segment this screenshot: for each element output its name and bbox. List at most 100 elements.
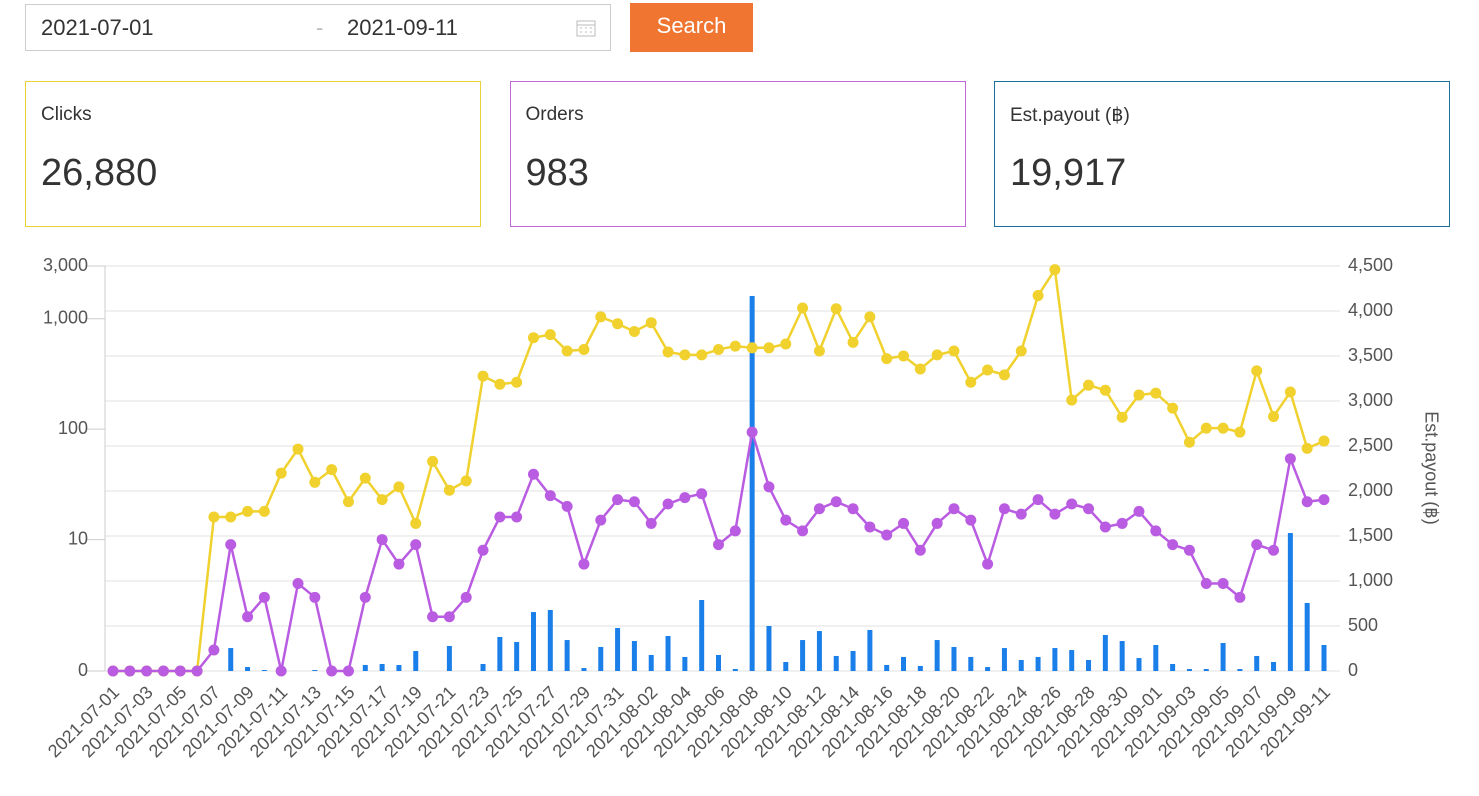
bar: [1001, 648, 1007, 671]
point: [847, 503, 859, 515]
point: [1217, 422, 1229, 434]
point: [780, 514, 792, 526]
point: [242, 611, 254, 623]
point: [309, 476, 321, 488]
point: [982, 364, 994, 376]
point: [1066, 498, 1078, 510]
point: [746, 426, 758, 438]
bar: [665, 635, 671, 671]
point: [982, 558, 994, 570]
bar: [396, 664, 402, 671]
bar: [1069, 650, 1075, 671]
point: [1099, 384, 1111, 396]
y2-tick-label: 4,000: [1348, 300, 1393, 320]
bar: [951, 646, 957, 671]
point: [763, 342, 775, 354]
bar: [850, 651, 856, 671]
point: [191, 665, 203, 677]
start-date[interactable]: 2021-07-01: [41, 15, 154, 40]
point: [898, 350, 910, 362]
point: [443, 611, 455, 623]
point: [1318, 435, 1330, 447]
point: [881, 353, 893, 365]
point: [696, 349, 708, 361]
point: [998, 503, 1010, 515]
bar: [1220, 643, 1226, 671]
point: [1234, 591, 1246, 603]
point: [1032, 290, 1044, 302]
point: [494, 378, 506, 390]
calendar-icon[interactable]: [576, 18, 596, 38]
point: [1268, 544, 1280, 556]
point: [729, 340, 741, 352]
bar: [1203, 669, 1209, 671]
search-button[interactable]: Search: [630, 3, 753, 52]
y2-tick-label: 4,500: [1348, 255, 1393, 275]
point: [662, 498, 674, 510]
point: [1301, 496, 1313, 508]
point: [1284, 386, 1296, 398]
bar: [867, 629, 873, 671]
point: [427, 455, 439, 467]
bar: [1287, 533, 1293, 671]
y2-tick-label: 1,000: [1348, 570, 1393, 590]
point: [544, 329, 556, 341]
point: [645, 517, 657, 529]
bar: [1186, 669, 1192, 671]
point: [881, 529, 893, 541]
point: [275, 665, 287, 677]
y-tick-label: 1,000: [43, 307, 88, 327]
point: [1066, 394, 1078, 406]
point: [544, 490, 556, 502]
point: [1183, 436, 1195, 448]
bar: [968, 656, 974, 671]
separator: -: [316, 15, 324, 40]
bar: [985, 667, 991, 671]
point: [931, 517, 943, 529]
bar: [446, 645, 452, 671]
point: [847, 336, 859, 348]
bar: [1018, 660, 1024, 671]
date-range[interactable]: 2021-07-01 - 2021-09-11: [25, 4, 611, 51]
point: [595, 311, 607, 323]
point: [864, 311, 876, 323]
card-label: Orders: [525, 104, 584, 125]
y2-tick-label: 2,000: [1348, 480, 1393, 500]
point: [1167, 402, 1179, 414]
point: [1015, 508, 1027, 520]
point: [477, 370, 489, 382]
point: [225, 539, 237, 551]
bar: [766, 626, 772, 671]
point: [1116, 411, 1128, 423]
point: [679, 492, 691, 504]
card-label: Clicks: [41, 104, 92, 125]
point: [393, 481, 405, 493]
bar: [245, 667, 251, 671]
point: [292, 578, 304, 590]
point: [948, 345, 960, 357]
point: [1251, 365, 1263, 377]
point: [679, 349, 691, 361]
card-value: 26,880: [41, 152, 158, 194]
point: [292, 443, 304, 455]
end-date[interactable]: 2021-09-11: [347, 15, 458, 40]
y2-tick-label: 2,500: [1348, 435, 1393, 455]
y2-tick-label: 3,500: [1348, 345, 1393, 365]
point: [376, 494, 388, 506]
point: [1284, 453, 1296, 465]
bar: [1035, 656, 1041, 671]
point: [948, 503, 960, 515]
point: [527, 468, 539, 480]
bar: [1304, 602, 1310, 671]
bar: [682, 656, 688, 671]
point: [410, 539, 422, 551]
point: [729, 525, 741, 537]
bar: [749, 295, 755, 671]
point: [1133, 389, 1145, 401]
point: [342, 665, 354, 677]
bar: [816, 631, 822, 671]
y-tick-label: 0: [78, 660, 88, 680]
card-label: Est.payout (฿): [1010, 105, 1130, 126]
point: [864, 521, 876, 533]
